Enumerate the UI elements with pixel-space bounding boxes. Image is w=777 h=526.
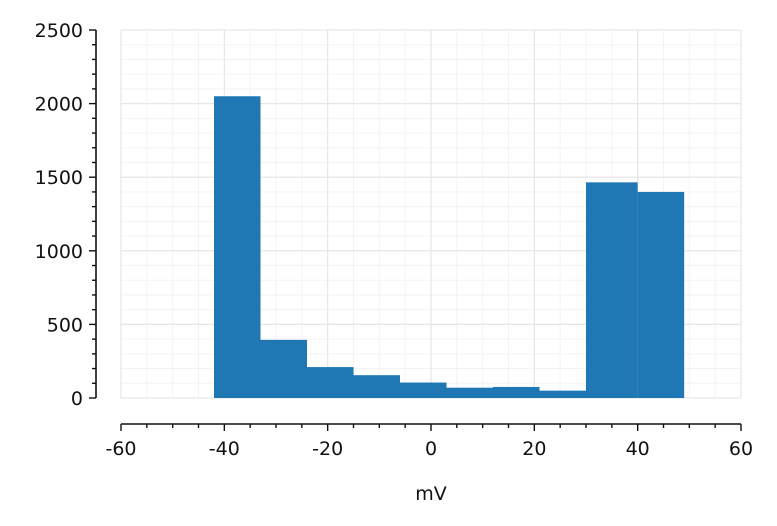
x-tick-label: 60: [729, 438, 753, 460]
x-tick-label: 0: [425, 438, 437, 460]
histogram-bar: [400, 382, 447, 398]
y-tick-label: 1500: [35, 167, 83, 189]
x-axis-title: mV: [415, 483, 447, 505]
histogram-bar: [586, 182, 638, 398]
histogram-bar: [353, 375, 400, 398]
histogram-bar: [637, 191, 685, 398]
x-tick-label: -40: [209, 438, 240, 460]
histogram-bar: [260, 339, 307, 398]
x-tick-label: -20: [312, 438, 343, 460]
histogram-bar: [446, 387, 493, 398]
histogram-bar: [307, 367, 354, 398]
x-tick-label: 20: [522, 438, 546, 460]
y-tick-label: 2000: [35, 94, 83, 116]
histogram-bar: [493, 386, 540, 398]
histogram-bar: [539, 390, 586, 398]
ticks: 0 500 1000 1500 2000 2500 -60 -40 -20 0 20 40 60: [35, 20, 753, 460]
y-tick-label: 1000: [35, 241, 83, 263]
x-tick-label: -60: [105, 438, 136, 460]
y-tick-label: 0: [71, 388, 83, 410]
y-tick-label: 2500: [35, 20, 83, 42]
histogram-bar: [214, 96, 261, 399]
y-tick-label: 500: [47, 314, 83, 336]
bars: [214, 96, 685, 399]
x-tick-label: 40: [626, 438, 650, 460]
